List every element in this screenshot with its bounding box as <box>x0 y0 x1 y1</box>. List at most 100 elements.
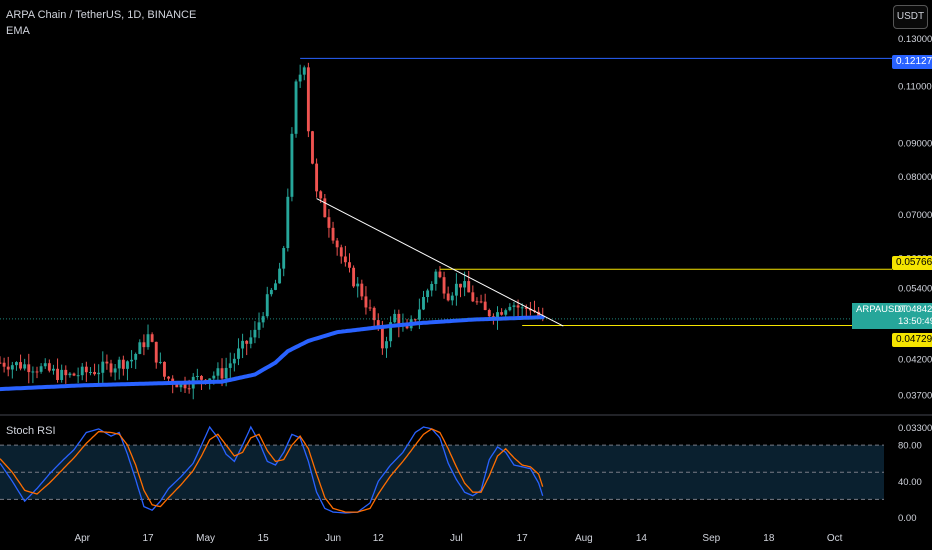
price-tick-label: 0.03300 <box>898 423 932 434</box>
candle-body <box>426 290 430 298</box>
time-tick-label: May <box>196 533 215 544</box>
candle-body <box>422 297 425 310</box>
stoch-rsi-d-line <box>0 428 544 513</box>
candle-body <box>438 271 442 278</box>
price-tick-label: 0.13000 <box>898 34 932 45</box>
time-tick-label: Jun <box>325 533 341 544</box>
last-price-label: 0.04842 <box>898 304 932 315</box>
ema-line <box>0 315 545 392</box>
candle-body <box>290 133 294 197</box>
candle-body <box>302 67 306 75</box>
candle-body <box>520 307 524 309</box>
candle-body <box>60 369 64 380</box>
candle-body <box>158 361 162 363</box>
time-tick-label: 15 <box>258 533 270 544</box>
candle-body <box>105 361 109 364</box>
candle-body <box>175 384 179 388</box>
candle-body <box>27 364 31 373</box>
candle-body <box>360 283 364 297</box>
candle-body <box>389 322 393 342</box>
candle-body <box>56 368 60 380</box>
candle-body <box>417 309 421 320</box>
candle-body <box>269 289 273 295</box>
candle-body <box>483 301 487 311</box>
time-tick-label: 17 <box>517 533 529 544</box>
candle-body <box>43 363 47 367</box>
candle-body <box>352 267 356 287</box>
candle-body <box>23 364 27 369</box>
candle-body <box>331 227 335 241</box>
candle-body <box>397 313 401 327</box>
candle-body <box>31 371 35 373</box>
time-axis: Apr 17 May 15 Jun 12 Jul 17 Aug 14 Sep 18 Oct <box>74 533 842 544</box>
candle-body <box>126 361 129 369</box>
candle-body <box>47 363 51 371</box>
time-tick-label: Jul <box>450 533 463 544</box>
candle-body <box>117 359 121 369</box>
trendline <box>316 198 564 327</box>
candle-body <box>327 217 331 228</box>
candle-body <box>496 312 499 319</box>
candle-body <box>163 361 166 377</box>
high-level-tag: 0.12127 <box>892 55 932 69</box>
candle-body <box>80 366 84 376</box>
candle-body <box>216 368 220 376</box>
candle-body <box>364 296 368 308</box>
price-tick-label: 0.07000 <box>898 210 932 221</box>
candle-body <box>237 348 240 359</box>
candle-body <box>282 248 286 269</box>
candles <box>0 62 545 400</box>
candle-body <box>430 283 434 291</box>
candle-body <box>306 67 310 132</box>
candle-body <box>2 362 6 367</box>
time-tick-label: 12 <box>373 533 385 544</box>
candle-body <box>385 341 388 349</box>
candle-body <box>138 342 142 354</box>
candle-body <box>89 371 92 373</box>
candle-body <box>68 373 72 376</box>
candle-body <box>475 301 479 303</box>
candle-body <box>508 306 512 311</box>
candle-body <box>265 294 269 317</box>
candle-body <box>154 341 158 363</box>
candle-body <box>393 313 397 323</box>
candle-body <box>76 375 80 377</box>
candle-body <box>348 262 351 268</box>
candle-body <box>134 353 138 360</box>
candle-body <box>487 310 491 317</box>
candle-body <box>212 375 216 379</box>
candle-body <box>368 307 372 309</box>
candle-body <box>512 305 516 307</box>
candle-body <box>274 283 277 290</box>
candle-body <box>253 329 257 338</box>
candle-body <box>195 375 199 377</box>
candle-body <box>257 322 261 330</box>
candle-body <box>121 359 125 369</box>
ema-indicator-label[interactable]: EMA <box>6 25 30 37</box>
time-tick-label: 14 <box>636 533 648 544</box>
candle-body <box>500 312 504 315</box>
time-tick-label: Oct <box>827 533 843 544</box>
support-level-tag: 0.04729 <box>892 333 932 347</box>
time-tick-label: 18 <box>763 533 775 544</box>
currency-button[interactable]: USDT <box>893 5 928 29</box>
candle-body <box>463 281 467 288</box>
candle-body <box>434 271 438 284</box>
candle-body <box>93 371 97 375</box>
price-axis: 0.130000.110000.090000.080000.070000.060… <box>898 34 932 524</box>
stoch-rsi-pane <box>0 425 884 514</box>
candle-body <box>0 362 2 364</box>
candle-body <box>97 372 101 375</box>
stoch-rsi-label[interactable]: Stoch RSI <box>6 425 56 437</box>
candle-body <box>446 293 450 301</box>
candle-body <box>232 358 236 364</box>
candle-body <box>19 362 22 369</box>
candle-body <box>228 363 232 368</box>
candle-body <box>64 369 68 376</box>
candle-body <box>101 361 105 373</box>
candle-body <box>315 163 319 192</box>
candle-body <box>298 74 302 82</box>
symbol-label: ARPAUSDT <box>856 304 908 315</box>
candle-body <box>323 198 327 218</box>
